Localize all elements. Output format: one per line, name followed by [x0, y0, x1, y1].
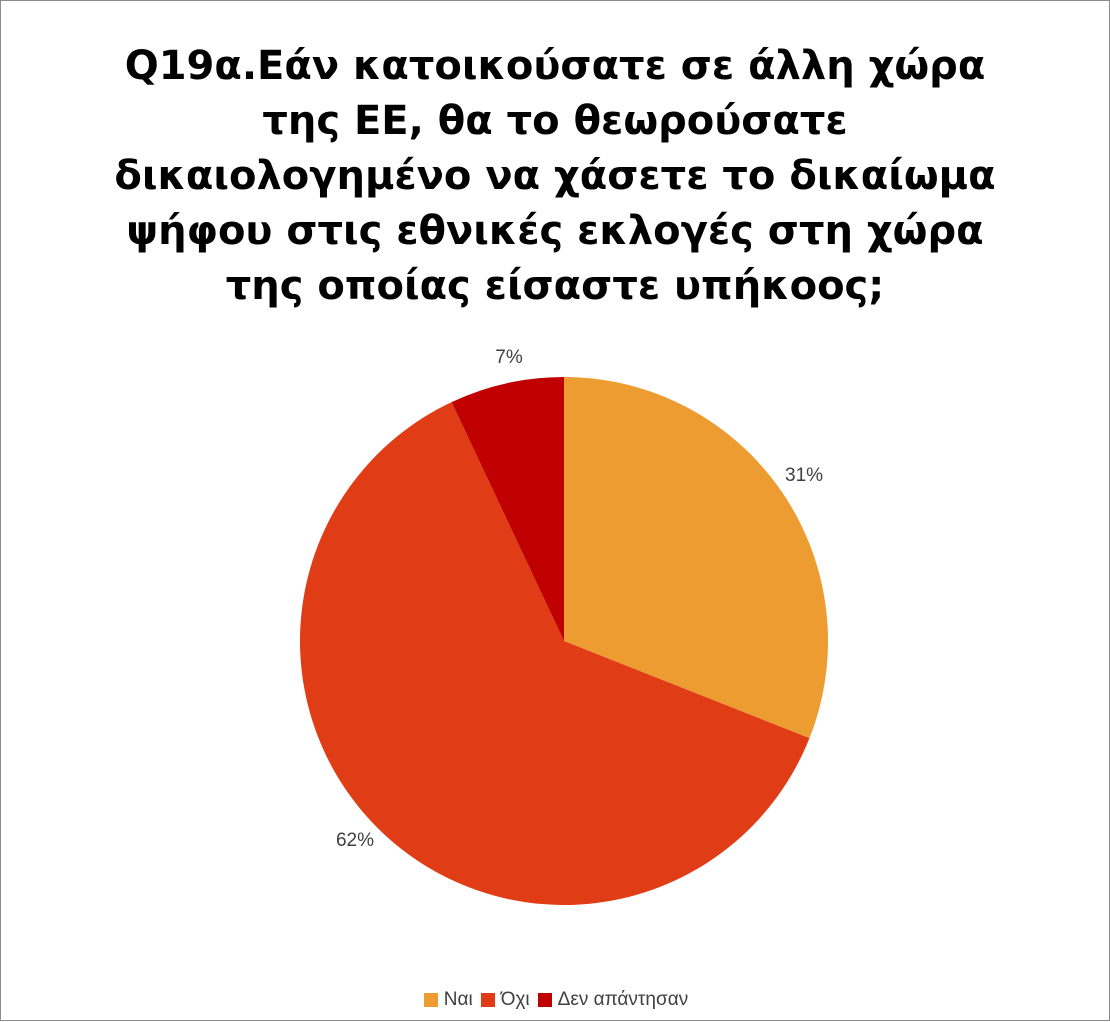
legend-label-1: Όχι [500, 989, 530, 1010]
legend-label-2: Δεν απάντησαν [557, 989, 689, 1010]
legend: Ναι Όχι Δεν απάντησαν [1, 989, 1110, 1011]
data-label-2: 7% [495, 347, 523, 368]
legend-swatch-2 [537, 993, 552, 1007]
legend-swatch-1 [480, 993, 495, 1007]
data-label-1: 62% [336, 830, 374, 851]
legend-item-0: Ναι [423, 989, 473, 1011]
legend-item-2: Δεν απάντησαν [537, 989, 689, 1011]
legend-item-1: Όχι [480, 989, 530, 1011]
legend-label-0: Ναι [443, 989, 473, 1010]
data-label-0: 31% [785, 465, 823, 486]
pie-slice-0 [564, 377, 829, 739]
pie-slice-2 [451, 377, 564, 641]
chart-title: Q19α.Εάν κατοικούσατε σε άλλη χώρα της Ε… [114, 43, 996, 309]
pie-slices [299, 377, 829, 906]
legend-swatch-0 [423, 993, 438, 1007]
pie-slice-1 [299, 402, 810, 906]
pie-data-labels: 31% 62% 7% [336, 347, 823, 851]
